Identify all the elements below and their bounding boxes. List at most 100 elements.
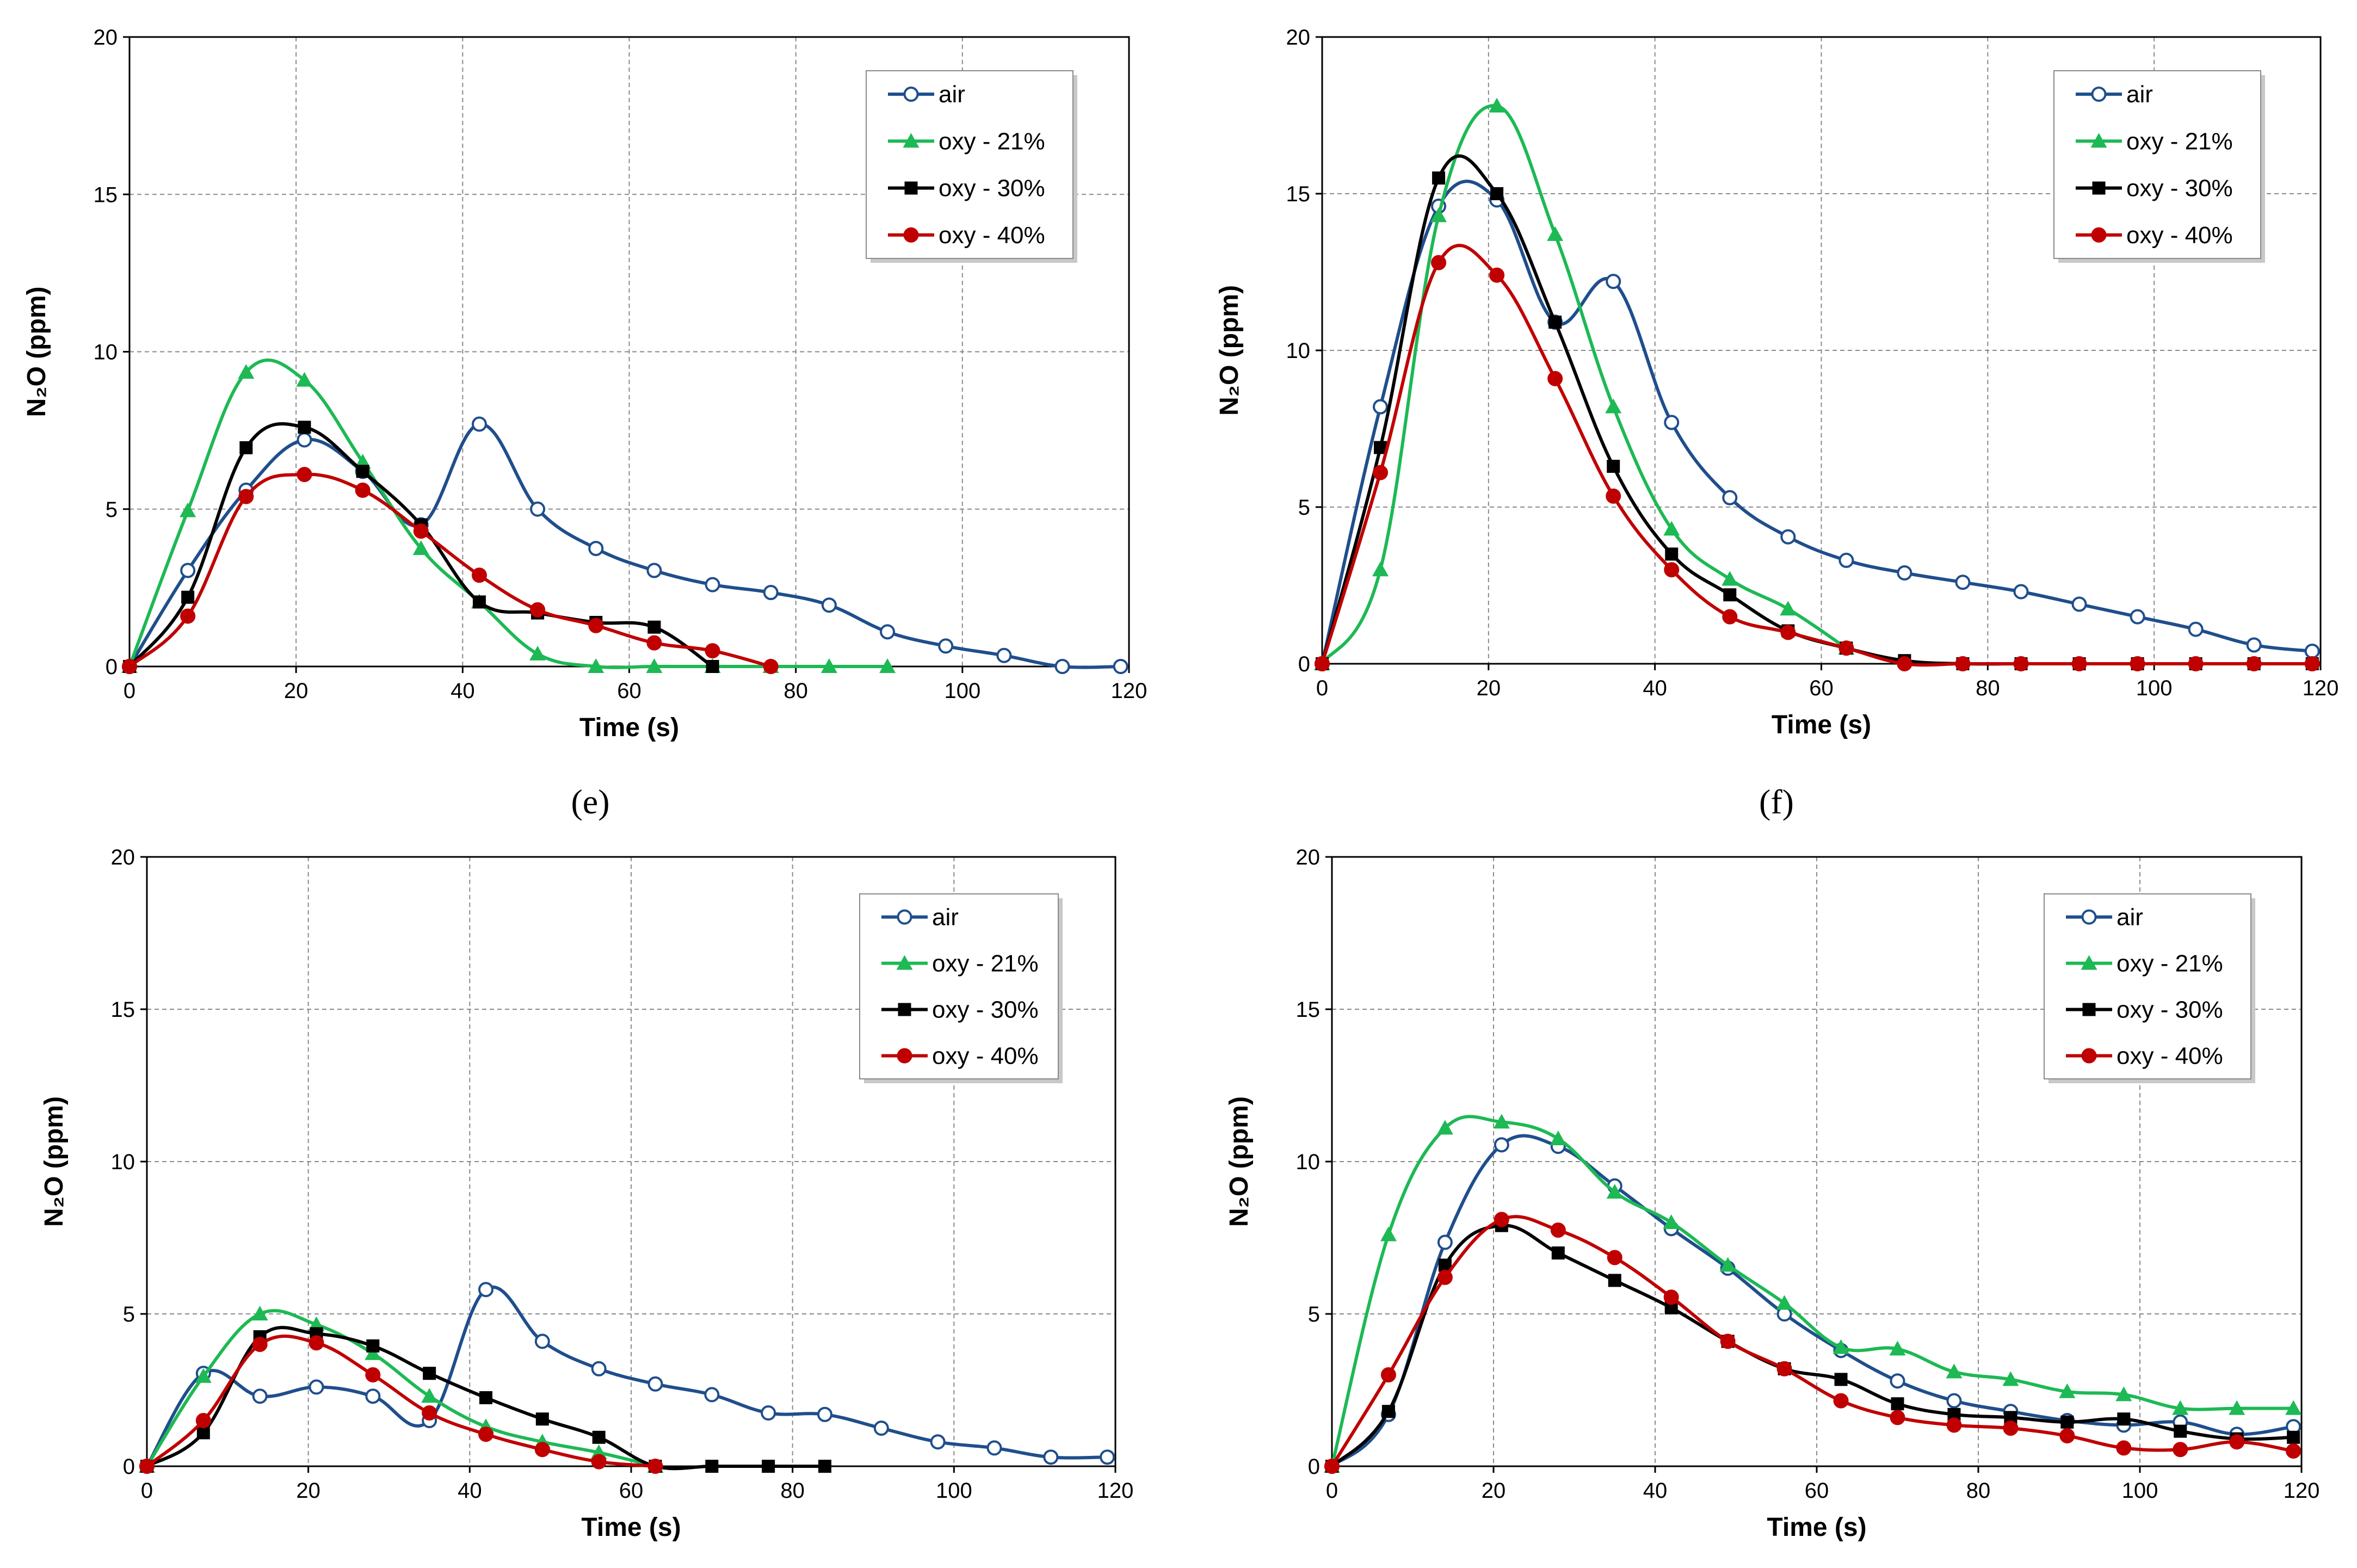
legend-item-oxy40: oxy - 40% [2066,1043,2223,1070]
data-point-oxy40 [1380,1367,1396,1382]
legend-item-oxy30: oxy - 30% [888,175,1045,202]
legend-item-oxy40: oxy - 40% [2076,222,2233,249]
legend-marker-oxy40 [903,227,919,243]
x-axis-label: Time (s) [581,1513,681,1542]
data-point-oxy40 [2059,1428,2075,1443]
data-point-oxy21 [195,1368,212,1383]
data-point-oxy40 [1315,656,1330,671]
x-axis-label: Time (s) [579,713,679,742]
x-tick-label: 40 [451,679,475,703]
data-point-oxy40 [1664,562,1680,578]
y-tick-label: 15 [111,998,135,1022]
data-point-air [646,563,662,578]
legend-label-oxy21: oxy - 21% [932,950,1039,977]
data-point-oxy21 [1547,226,1564,241]
data-point-air [1955,575,1971,590]
y-tick-label: 5 [1308,1302,1320,1326]
data-point-oxy21 [1605,398,1622,413]
data-point-oxy40 [365,1367,381,1382]
data-point-oxy30 [366,1339,380,1353]
y-tick-label: 0 [1298,652,1310,676]
y-tick-label: 5 [1298,496,1310,520]
y-tick-label: 20 [1286,26,1311,50]
data-point-air [880,624,896,640]
data-point-oxy40 [588,618,604,633]
series-oxy30 [1325,1219,2300,1473]
data-point-oxy21 [1776,1295,1793,1310]
y-tick-label: 20 [94,26,118,50]
data-point-air [2071,596,2087,612]
data-point-oxy40 [1890,1410,1905,1425]
chart-panel-top-right: 0 20 40 60 80 100 120 0 5 10 15 20 Time (s) N₂O (ppm)… [1215,26,2339,739]
legend-marker-oxy30 [904,181,918,195]
data-point-air [297,432,312,448]
legend-label-oxy21: oxy - 21% [2117,950,2223,977]
data-point-oxy40 [1722,609,1738,625]
data-point-air [1664,415,1680,430]
data-point-oxy30 [298,421,311,434]
data-point-oxy21 [2229,1400,2245,1415]
legend-marker-oxy30 [898,1003,911,1016]
data-point-oxy21 [1380,1226,1397,1242]
x-tick-label: 40 [1643,1479,1668,1503]
data-point-air [1606,274,1621,289]
data-point-air [986,1440,1002,1456]
legend-label-oxy30: oxy - 30% [939,175,1045,202]
data-point-oxy40 [2286,1443,2302,1459]
data-point-air [2188,621,2204,637]
legend-box [859,893,1059,1079]
legend-label-oxy40: oxy - 40% [2117,1043,2223,1070]
legend-item-air: air [881,904,959,931]
legend-item-oxy40: oxy - 40% [888,222,1045,249]
data-point-oxy30 [706,660,719,673]
data-point-oxy40 [1494,1212,1509,1227]
data-point-oxy40 [534,1442,550,1458]
data-point-air [996,647,1012,663]
data-point-air [705,577,720,592]
x-tick-label: 20 [1477,676,1501,700]
data-point-oxy21 [296,372,313,387]
data-point-air [308,1379,324,1395]
series-oxy21 [139,1306,664,1473]
legend-item-air: air [2076,81,2153,108]
x-tick-label: 0 [141,1479,153,1503]
data-point-oxy21 [1719,1257,1736,1272]
data-point-oxy40 [2188,656,2204,671]
x-tick-label: 0 [124,679,135,703]
data-point-air [591,1361,607,1376]
data-point-oxy30 [239,441,253,454]
data-point-oxy40 [308,1335,324,1351]
x-tick-label: 60 [1805,1479,1829,1503]
legend-label-oxy40: oxy - 40% [2126,222,2233,249]
x-tick-label: 20 [296,1479,320,1503]
data-point-air [478,1282,493,1298]
data-point-oxy40 [2130,656,2145,671]
data-point-oxy21 [2002,1371,2019,1386]
data-point-air [817,1406,832,1422]
data-point-air [763,585,779,601]
legend-item-oxy21: oxy - 21% [2076,128,2233,155]
x-tick-label: 20 [284,679,308,703]
y-tick-label: 15 [1296,998,1321,1022]
x-axis-label: Time (s) [1767,1513,1866,1542]
series-line-oxy21 [145,1309,656,1468]
data-point-oxy30 [1723,588,1737,602]
data-point-oxy30 [1381,1405,1395,1418]
series-oxy40 [1315,244,2320,671]
x-tick-label: 40 [458,1479,482,1503]
data-point-oxy21 [1550,1131,1566,1145]
legend-label-air: air [932,904,959,931]
x-tick-label: 80 [1976,676,2000,700]
data-point-oxy21 [1372,561,1389,577]
data-point-oxy30 [2117,1412,2131,1426]
series-oxy40 [139,1334,663,1474]
data-point-air [761,1405,776,1421]
data-point-oxy40 [647,1459,663,1474]
data-point-oxy40 [646,635,662,651]
data-point-oxy40 [1550,1223,1566,1238]
legend-item-oxy30: oxy - 30% [2066,997,2223,1023]
data-point-oxy40 [1431,255,1447,270]
y-tick-label: 5 [123,1302,135,1326]
data-point-oxy21 [2059,1383,2076,1398]
data-point-oxy40 [238,489,254,504]
